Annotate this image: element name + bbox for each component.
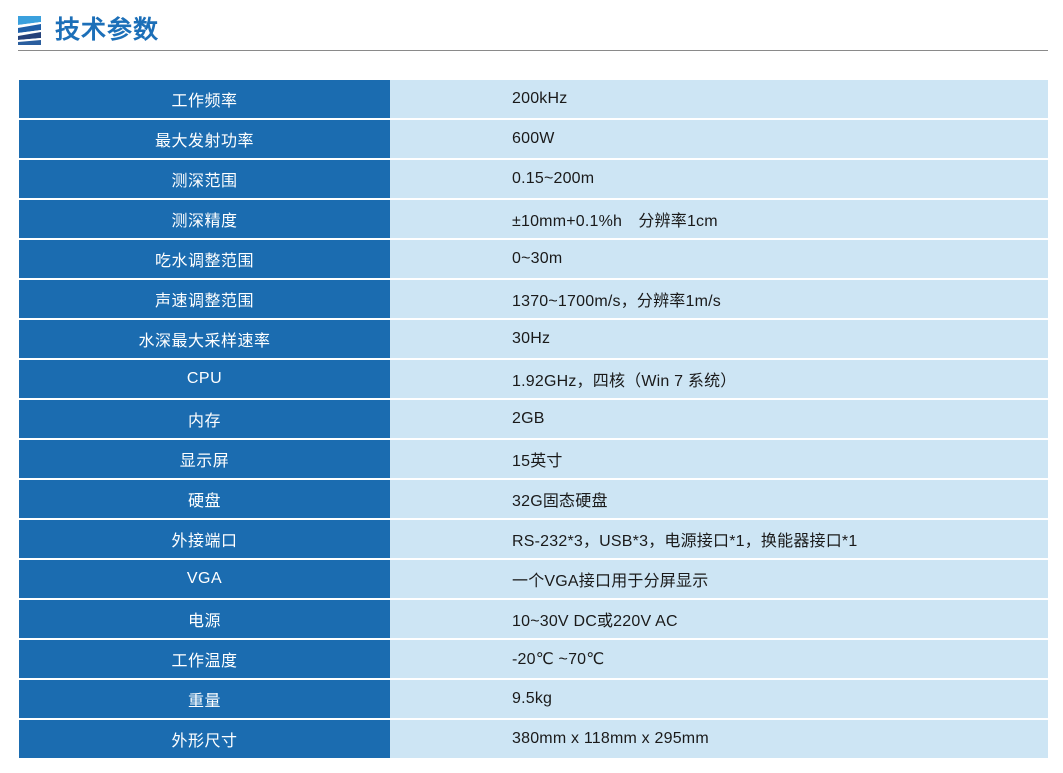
- spec-label-cell: 重量: [19, 680, 390, 718]
- table-row: 水深最大采样速率 30Hz: [19, 320, 1048, 358]
- spec-label-cell: 声速调整范围: [19, 280, 390, 318]
- table-row: 最大发射功率 600W: [19, 120, 1048, 158]
- spec-label-cell: 测深精度: [19, 200, 390, 238]
- spec-value-cell: 10~30V DC或220V AC: [390, 600, 1048, 638]
- spec-label-cell: 外接端口: [19, 520, 390, 558]
- spec-label-cell: 外形尺寸: [19, 720, 390, 758]
- table-row: 显示屏 15英寸: [19, 440, 1048, 478]
- spec-label-cell: 吃水调整范围: [19, 240, 390, 278]
- spec-value-cell: ±10mm+0.1%h 分辨率1cm: [390, 200, 1048, 238]
- spec-value-cell: 0.15~200m: [390, 160, 1048, 198]
- spec-value-cell: 2GB: [390, 400, 1048, 438]
- spec-value-cell: 380mm x 118mm x 295mm: [390, 720, 1048, 758]
- spec-value-cell: 32G固态硬盘: [390, 480, 1048, 518]
- table-row: 外形尺寸 380mm x 118mm x 295mm: [19, 720, 1048, 758]
- spec-value-cell: 200kHz: [390, 80, 1048, 118]
- spec-table-body: 工作频率 200kHz 最大发射功率 600W 测深范围 0.15~200m 测…: [19, 80, 1048, 758]
- spec-label-cell: CPU: [19, 360, 390, 398]
- table-row: 声速调整范围 1370~1700m/s，分辨率1m/s: [19, 280, 1048, 318]
- page-title: 技术参数: [55, 15, 160, 44]
- spec-value-cell: RS-232*3，USB*3，电源接口*1，换能器接口*1: [390, 520, 1048, 558]
- spec-value-cell: 9.5kg: [390, 680, 1048, 718]
- spec-label-cell: 工作频率: [19, 80, 390, 118]
- spec-label-cell: 工作温度: [19, 640, 390, 678]
- table-row: 测深范围 0.15~200m: [19, 160, 1048, 198]
- header-divider: [18, 50, 1048, 51]
- spec-label-cell: 显示屏: [19, 440, 390, 478]
- table-row: 测深精度 ±10mm+0.1%h 分辨率1cm: [19, 200, 1048, 238]
- table-row: 内存 2GB: [19, 400, 1048, 438]
- spec-value-cell: 一个VGA接口用于分屏显示: [390, 560, 1048, 598]
- table-row: 外接端口 RS-232*3，USB*3，电源接口*1，换能器接口*1: [19, 520, 1048, 558]
- spec-label-cell: 电源: [19, 600, 390, 638]
- table-row: 电源 10~30V DC或220V AC: [19, 600, 1048, 638]
- spec-value-cell: 30Hz: [390, 320, 1048, 358]
- table-row: 吃水调整范围 0~30m: [19, 240, 1048, 278]
- spec-label-cell: 最大发射功率: [19, 120, 390, 158]
- spec-value-cell: 0~30m: [390, 240, 1048, 278]
- wave-layers-logo-icon: [18, 15, 41, 45]
- spec-label-cell: 内存: [19, 400, 390, 438]
- technical-spec-table: 工作频率 200kHz 最大发射功率 600W 测深范围 0.15~200m 测…: [19, 78, 1048, 760]
- table-row: CPU 1.92GHz，四核（Win 7 系统）: [19, 360, 1048, 398]
- spec-value-cell: 1.92GHz，四核（Win 7 系统）: [390, 360, 1048, 398]
- spec-label-cell: 测深范围: [19, 160, 390, 198]
- spec-label-cell: 水深最大采样速率: [19, 320, 390, 358]
- section-header: 技术参数: [18, 10, 1048, 50]
- spec-label-cell: VGA: [19, 560, 390, 598]
- table-row: 硬盘 32G固态硬盘: [19, 480, 1048, 518]
- spec-label-cell: 硬盘: [19, 480, 390, 518]
- spec-value-cell: -20℃ ~70℃: [390, 640, 1048, 678]
- table-row: 工作频率 200kHz: [19, 80, 1048, 118]
- table-row: VGA 一个VGA接口用于分屏显示: [19, 560, 1048, 598]
- spec-value-cell: 15英寸: [390, 440, 1048, 478]
- spec-value-cell: 600W: [390, 120, 1048, 158]
- spec-value-cell: 1370~1700m/s，分辨率1m/s: [390, 280, 1048, 318]
- table-row: 重量 9.5kg: [19, 680, 1048, 718]
- table-row: 工作温度 -20℃ ~70℃: [19, 640, 1048, 678]
